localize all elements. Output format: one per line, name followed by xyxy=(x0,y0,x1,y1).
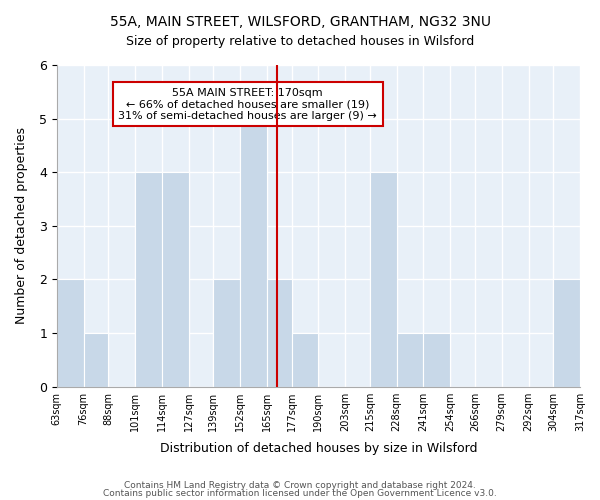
Bar xyxy=(57,280,83,386)
X-axis label: Distribution of detached houses by size in Wilsford: Distribution of detached houses by size … xyxy=(160,442,477,455)
Text: 55A, MAIN STREET, WILSFORD, GRANTHAM, NG32 3NU: 55A, MAIN STREET, WILSFORD, GRANTHAM, NG… xyxy=(110,15,491,29)
Bar xyxy=(135,172,162,386)
Bar xyxy=(553,280,580,386)
Bar xyxy=(267,280,292,386)
Bar xyxy=(214,280,240,386)
Bar xyxy=(240,118,267,386)
Bar xyxy=(397,333,424,386)
Text: Size of property relative to detached houses in Wilsford: Size of property relative to detached ho… xyxy=(126,35,474,48)
Bar xyxy=(424,333,450,386)
Bar xyxy=(370,172,397,386)
Bar xyxy=(162,172,188,386)
Text: Contains public sector information licensed under the Open Government Licence v3: Contains public sector information licen… xyxy=(103,488,497,498)
Text: Contains HM Land Registry data © Crown copyright and database right 2024.: Contains HM Land Registry data © Crown c… xyxy=(124,481,476,490)
Text: 55A MAIN STREET: 170sqm
← 66% of detached houses are smaller (19)
31% of semi-de: 55A MAIN STREET: 170sqm ← 66% of detache… xyxy=(118,88,377,120)
Bar xyxy=(83,333,109,386)
Bar xyxy=(292,333,319,386)
Y-axis label: Number of detached properties: Number of detached properties xyxy=(15,128,28,324)
